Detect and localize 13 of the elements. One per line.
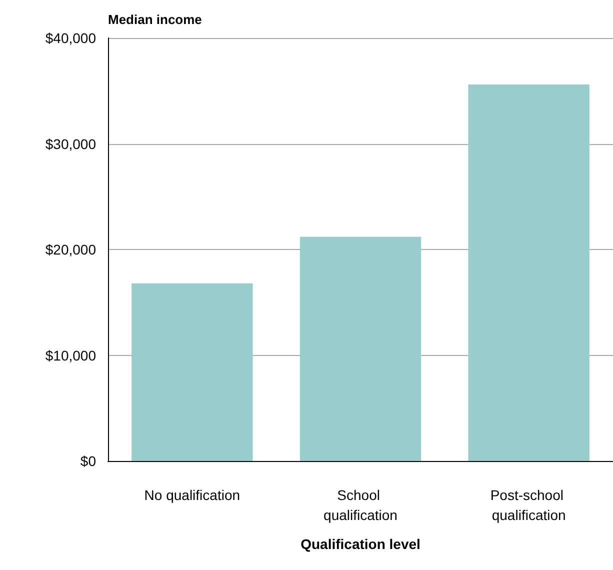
- x-tick-label: School qualification: [324, 487, 398, 523]
- bar: [468, 84, 590, 461]
- x-tick-label: No qualification: [144, 487, 240, 503]
- y-tick-label: $30,000: [45, 136, 96, 152]
- y-tick-label: $20,000: [45, 242, 96, 258]
- bar: [132, 283, 253, 461]
- y-tick-label: $10,000: [45, 347, 96, 364]
- x-tick-label: Post-school qualification: [490, 487, 568, 523]
- bar: [300, 236, 422, 461]
- y-tick-label: $40,000: [45, 30, 96, 46]
- x-axis-title: Qualification level: [300, 536, 420, 552]
- y-tick-label: $0: [80, 453, 96, 469]
- y-axis-title: Median income: [108, 12, 202, 27]
